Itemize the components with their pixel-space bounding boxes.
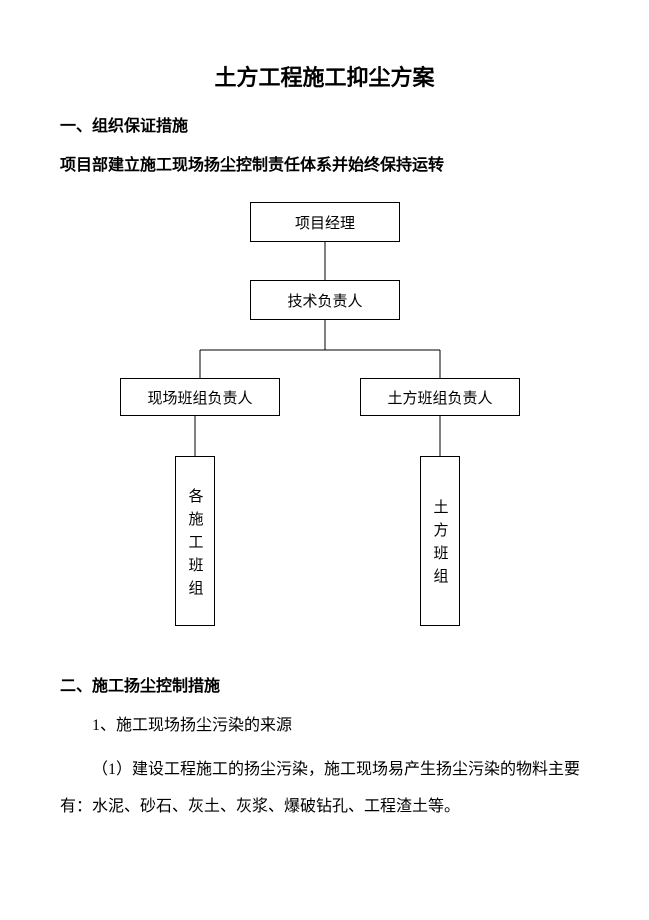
org-node: 现场班组负责人	[120, 378, 280, 416]
section-2-para1: （1）建设工程施工的扬尘污染，施工现场易产生扬尘污染的物料主要有：水泥、砂石、灰…	[60, 752, 589, 826]
section-1-intro: 项目部建立施工现场扬尘控制责任体系并始终保持运转	[60, 154, 589, 178]
org-chart: 项目经理技术负责人现场班组负责人 土方班组负责人各施工班组 土方班组	[60, 202, 589, 642]
org-node: 项目经理	[250, 202, 400, 242]
page-title: 土方工程施工抑尘方案	[60, 60, 589, 92]
section-2-sub1: 1、施工现场扬尘污染的来源	[60, 714, 589, 738]
org-node: 土方班组	[420, 456, 460, 626]
org-chart-connectors	[60, 202, 589, 642]
section-1-heading: 一、组织保证措施	[60, 112, 589, 136]
org-node: 技术负责人	[250, 280, 400, 320]
org-node: 土方班组负责人	[360, 378, 520, 416]
org-node: 各施工班组	[175, 456, 215, 626]
section-2-heading: 二、施工扬尘控制措施	[60, 672, 589, 696]
